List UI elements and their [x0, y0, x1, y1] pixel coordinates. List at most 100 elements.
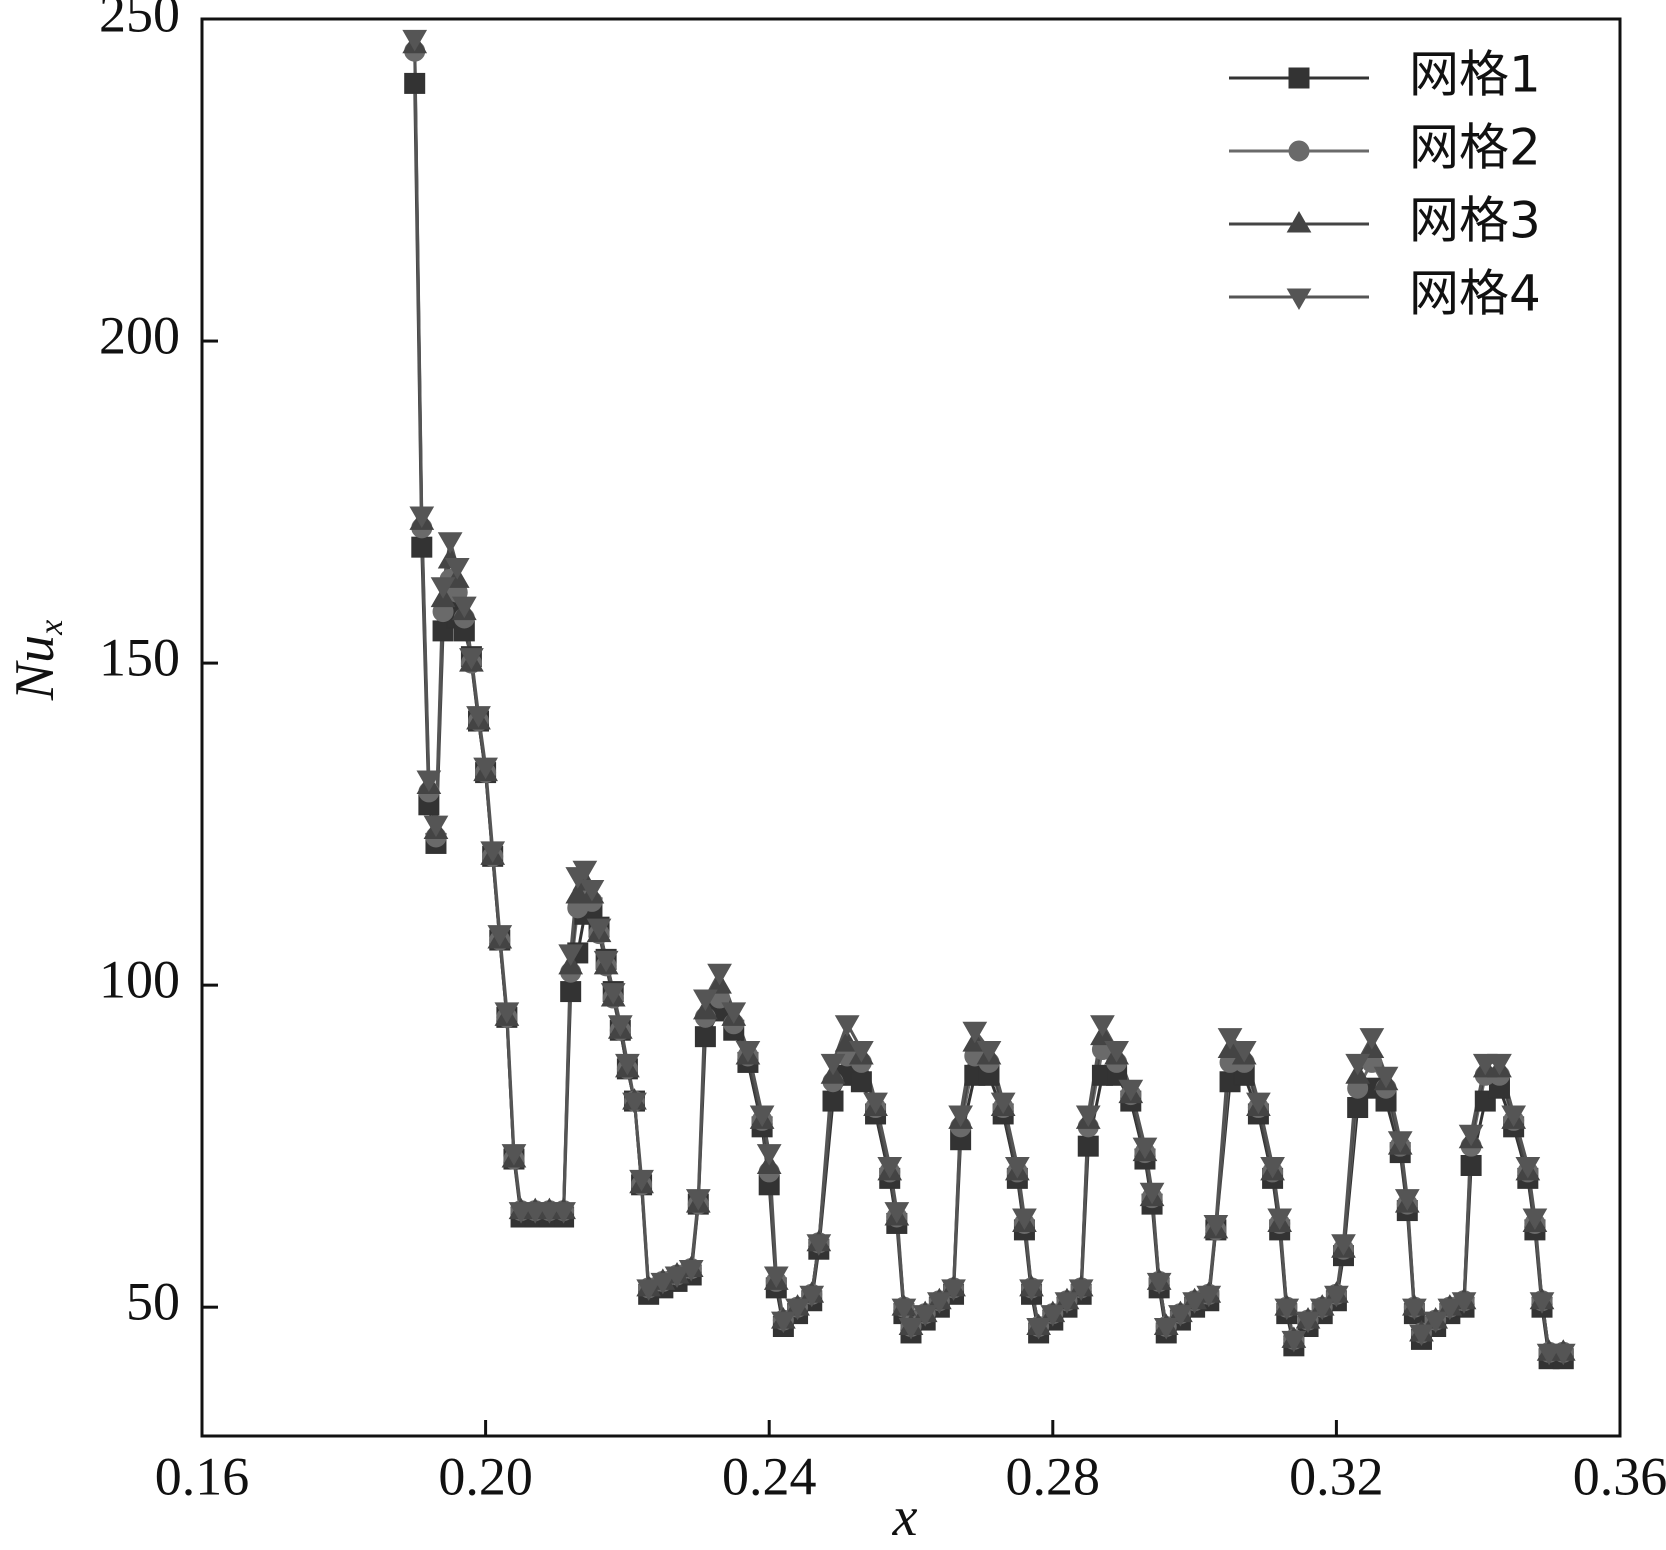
data-point: [430, 577, 456, 599]
legend-label: 网格3: [1409, 192, 1541, 250]
data-point: [749, 1105, 775, 1127]
data-point: [558, 944, 584, 966]
data-point: [863, 1092, 888, 1115]
y-tick-label: 100: [99, 950, 180, 1010]
data-point: [735, 1041, 761, 1063]
data-point: [409, 506, 435, 528]
data-point: [1347, 1097, 1369, 1119]
data-point: [480, 841, 506, 863]
data-point: [1068, 1279, 1094, 1301]
data-point: [785, 1298, 810, 1321]
data-point: [1373, 1066, 1399, 1089]
data-point: [1359, 1028, 1385, 1050]
data-point: [1019, 1279, 1044, 1301]
data-point: [1437, 1298, 1463, 1321]
data-point: [1423, 1311, 1449, 1334]
data-point: [1004, 1156, 1030, 1179]
data-point: [1501, 1105, 1527, 1127]
data-point: [600, 983, 626, 1005]
legend-label: 网格2: [1409, 119, 1541, 177]
data-point: [891, 1298, 917, 1321]
data-point: [1515, 1156, 1541, 1179]
data-point: [898, 1318, 924, 1340]
legend-marker: [1286, 288, 1312, 311]
data-point: [664, 1266, 690, 1288]
data-point: [650, 1272, 676, 1295]
data-point: [572, 860, 598, 883]
data-point: [834, 1015, 860, 1037]
data-point: [473, 757, 498, 780]
data-point: [1324, 1285, 1349, 1308]
y-tick-label: 50: [126, 1272, 180, 1332]
data-point: [1104, 1041, 1129, 1063]
legend-marker: [1288, 67, 1310, 89]
x-tick-label: 0.28: [1006, 1446, 1101, 1506]
data-point: [912, 1305, 938, 1327]
data-point: [494, 1002, 520, 1024]
data-point: [1409, 1324, 1434, 1346]
legend-marker: [1286, 210, 1312, 233]
data-point: [1295, 1311, 1321, 1334]
data-point: [615, 1053, 640, 1076]
data-point: [551, 1202, 576, 1224]
data-point: [693, 989, 718, 1012]
data-point: [593, 950, 619, 973]
data-point: [607, 1015, 633, 1037]
data-point: [416, 770, 442, 793]
data-point: [763, 1266, 789, 1288]
data-point: [926, 1292, 952, 1314]
data-point: [1281, 1330, 1307, 1353]
data-point: [586, 918, 612, 941]
data-point: [1246, 1092, 1271, 1115]
data-point: [629, 1169, 654, 1192]
data-point: [487, 925, 513, 947]
data-point: [1118, 1079, 1144, 1102]
data-point: [771, 1311, 796, 1334]
data-point: [1460, 1154, 1482, 1176]
plot-frame: [200, 17, 1622, 1438]
data-point: [707, 963, 732, 986]
data-point: [501, 1144, 527, 1166]
data-point: [1168, 1305, 1193, 1327]
y-axis-label-sub: x: [33, 620, 70, 636]
data-point: [941, 1279, 966, 1301]
data-point: [404, 72, 426, 94]
data-point: [1231, 1041, 1257, 1063]
x-tick-label: 0.32: [1289, 1446, 1384, 1506]
legend-marker: [1288, 140, 1310, 162]
data-point: [1040, 1305, 1066, 1327]
data-point: [1487, 1053, 1512, 1076]
y-axis-label: Nux: [4, 620, 70, 701]
data-point: [1522, 1208, 1548, 1231]
x-axis-label: x: [892, 1486, 918, 1548]
legend-label: 网格4: [1409, 265, 1541, 323]
data-point: [1345, 1053, 1371, 1076]
data-point: [884, 1202, 910, 1224]
data-point: [1012, 1208, 1037, 1231]
data-point: [1153, 1318, 1179, 1340]
data-point: [411, 536, 433, 558]
data-point: [1196, 1285, 1222, 1308]
data-point: [1217, 1028, 1243, 1050]
data-point: [1146, 1272, 1172, 1295]
data-point: [1550, 1343, 1576, 1366]
data-point: [948, 1105, 973, 1127]
data-point: [1090, 1015, 1115, 1037]
data-point: [694, 1026, 716, 1048]
x-tick-label: 0.20: [438, 1446, 533, 1506]
data-point: [1026, 1318, 1051, 1340]
data-point: [976, 1041, 1002, 1063]
data-point: [820, 1053, 846, 1076]
data-point: [1132, 1137, 1158, 1160]
data-point: [678, 1260, 704, 1282]
data-point: [1458, 1124, 1484, 1147]
data-point: [1182, 1292, 1207, 1314]
data-point: [721, 1002, 747, 1024]
data-point: [1309, 1298, 1335, 1321]
x-tick-label: 0.16: [155, 1446, 250, 1506]
data-point: [423, 815, 449, 838]
data-point: [459, 648, 484, 670]
data-point: [962, 1021, 988, 1044]
data-point: [1274, 1298, 1300, 1321]
